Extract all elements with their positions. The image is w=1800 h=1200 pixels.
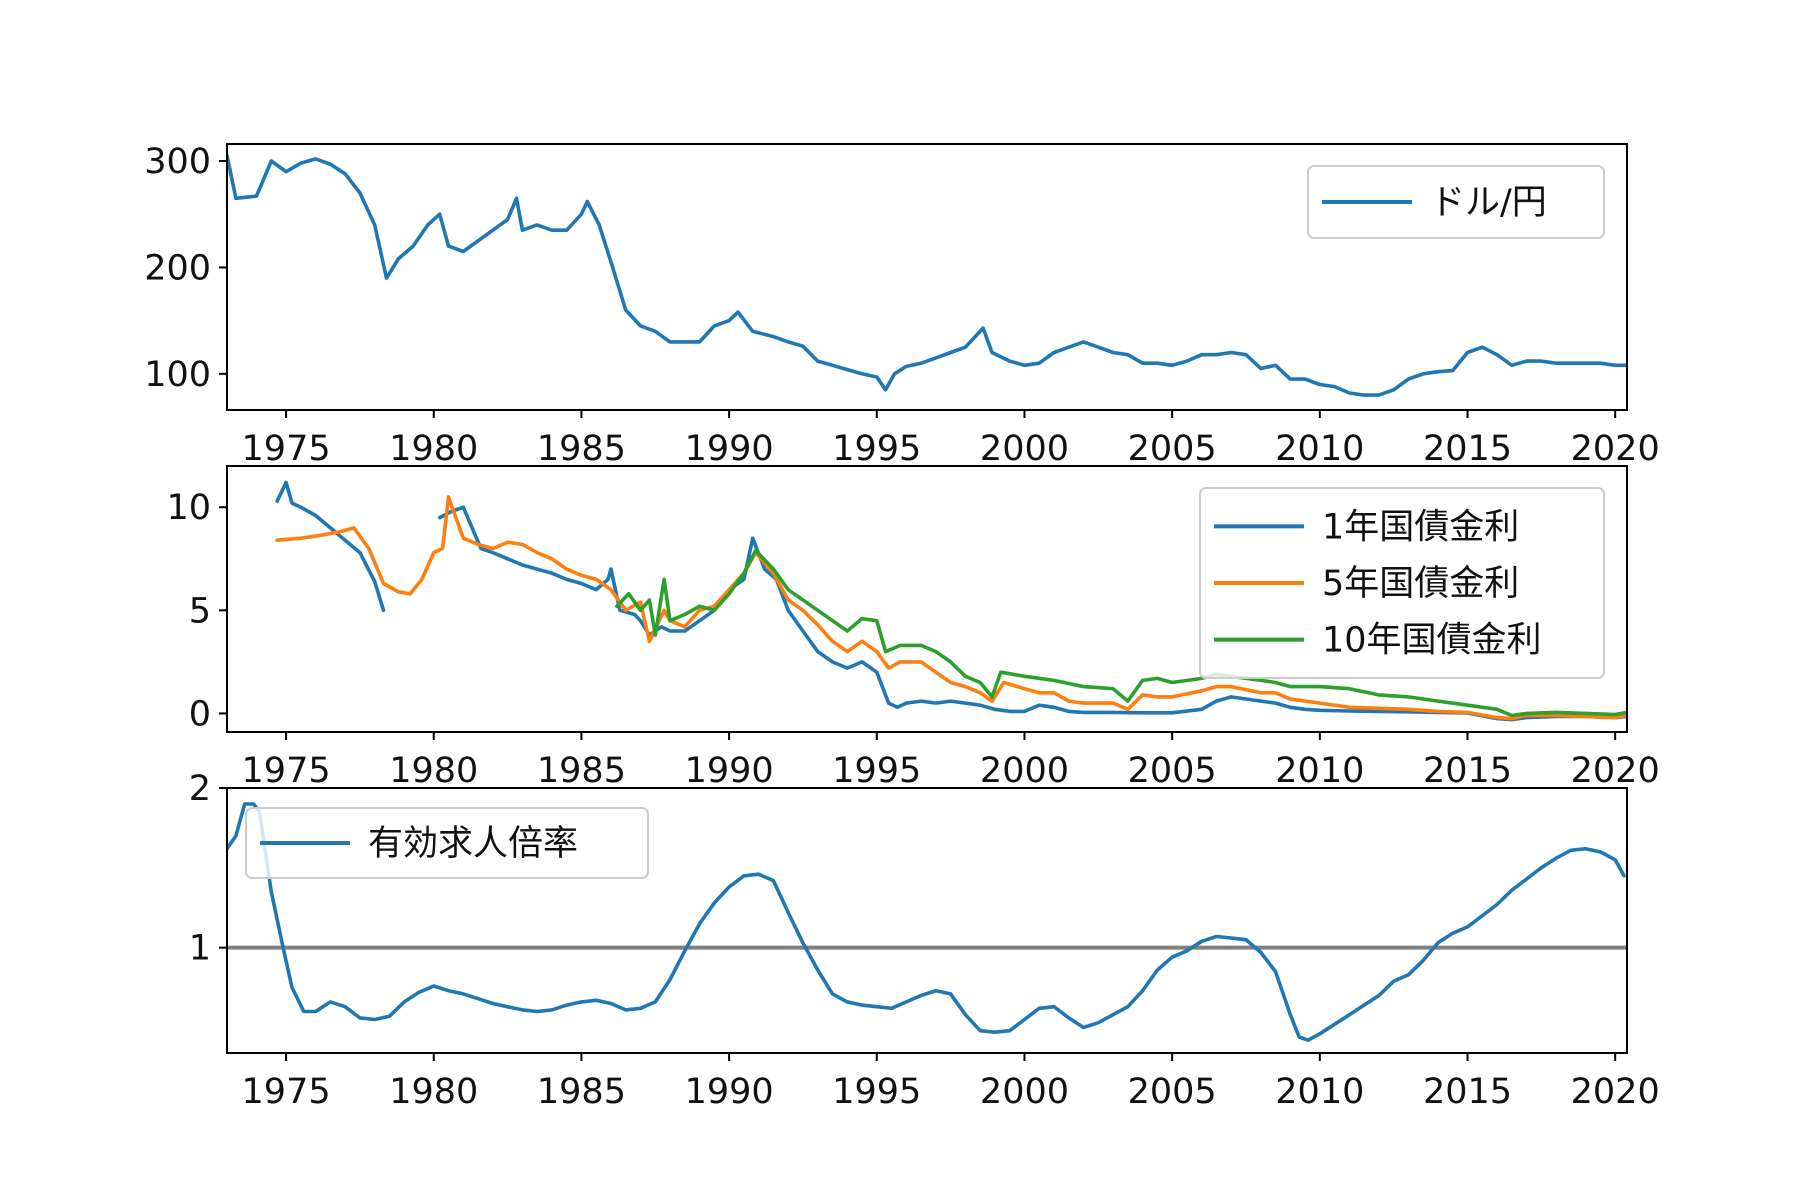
x-tick-label-middle-2015: 2015 xyxy=(1423,751,1512,791)
x-tick-label-bottom-1995: 1995 xyxy=(832,1072,921,1112)
x-tick-label-bottom-2015: 2015 xyxy=(1423,1072,1512,1112)
panel-middle: 1975 1980 1985 1990 1995 2000 2005 2010 2015 2020… xyxy=(166,465,1660,791)
y-tick-label-top-300: 300 xyxy=(144,142,211,182)
legend-box-middle xyxy=(1199,487,1605,679)
plot-area-bottom xyxy=(227,802,1626,1042)
x-tick-label-top-1980: 1980 xyxy=(389,429,478,469)
y-tick-label-top-100: 100 xyxy=(144,355,211,395)
y-tick-label-middle-0: 0 xyxy=(189,694,211,734)
panels: 1975 1980 1985 1990 1995 2000 2005 2010 2015 2020… xyxy=(144,142,1660,1112)
y-tick-label-bottom-2: 2 xyxy=(189,769,211,809)
series-line-middle-1 xyxy=(275,495,1627,721)
series-line-top-0 xyxy=(227,153,1627,397)
x-tick-label-top-1985: 1985 xyxy=(537,429,626,469)
plot-area-middle xyxy=(275,480,1627,722)
y-tick-label-middle-10: 10 xyxy=(166,488,211,528)
legend-label-top-0: ドル/円 xyxy=(1430,183,1547,223)
x-tick-label-bottom-2010: 2010 xyxy=(1275,1072,1364,1112)
legend-bottom: 有効求人倍率 xyxy=(245,807,649,879)
legend-label-middle-1: 5年国債金利 xyxy=(1322,564,1519,604)
x-tick-label-middle-2005: 2005 xyxy=(1128,751,1217,791)
x-tick-label-top-1975: 1975 xyxy=(242,429,331,469)
x-tick-label-top-2005: 2005 xyxy=(1128,429,1217,469)
x-tick-label-middle-1975: 1975 xyxy=(242,751,331,791)
y-tick-label-bottom-1: 1 xyxy=(189,929,211,969)
series-line-middle-0 xyxy=(275,480,386,613)
x-tick-label-bottom-1985: 1985 xyxy=(537,1072,626,1112)
panel-bottom: 1975 1980 1985 1990 1995 2000 2005 2010 2015 2020… xyxy=(189,769,1660,1112)
x-tick-label-bottom-2005: 2005 xyxy=(1128,1072,1217,1112)
series-line-middle-2 xyxy=(615,548,1627,718)
legend-label-middle-0: 1年国債金利 xyxy=(1322,507,1519,547)
x-tick-label-middle-2010: 2010 xyxy=(1275,751,1364,791)
series-line-bottom-0 xyxy=(227,802,1626,1042)
x-tick-label-middle-1980: 1980 xyxy=(389,751,478,791)
x-tick-label-middle-1985: 1985 xyxy=(537,751,626,791)
axes-frame-top xyxy=(226,143,1628,411)
x-tick-label-bottom-2000: 2000 xyxy=(980,1072,1069,1112)
x-tick-label-top-2015: 2015 xyxy=(1423,429,1512,469)
series-line-middle-0-segment-1 xyxy=(437,505,1627,722)
legend-box-bottom xyxy=(245,807,649,879)
panel-top: 1975 1980 1985 1990 1995 2000 2005 2010 2015 2020… xyxy=(144,142,1660,469)
x-tick-label-middle-2000: 2000 xyxy=(980,751,1069,791)
legend-middle: 1年国債金利 5年国債金利 10年国債金利 xyxy=(1199,487,1605,679)
x-tick-label-bottom-1975: 1975 xyxy=(242,1072,331,1112)
x-tick-label-middle-2020: 2020 xyxy=(1571,751,1660,791)
axes-frame-bottom xyxy=(226,787,1628,1054)
y-tick-label-middle-5: 5 xyxy=(189,591,211,631)
legend-label-middle-2: 10年国債金利 xyxy=(1322,621,1542,661)
x-tick-label-top-1995: 1995 xyxy=(832,429,921,469)
x-tick-label-bottom-1980: 1980 xyxy=(389,1072,478,1112)
x-tick-label-bottom-1990: 1990 xyxy=(685,1072,774,1112)
y-tick-label-top-200: 200 xyxy=(144,248,211,288)
x-tick-label-top-2000: 2000 xyxy=(980,429,1069,469)
x-tick-label-bottom-2020: 2020 xyxy=(1571,1072,1660,1112)
plot-area-top xyxy=(227,153,1627,397)
x-tick-label-top-1990: 1990 xyxy=(685,429,774,469)
axes-frame-middle xyxy=(226,465,1628,733)
legend-box-top xyxy=(1307,165,1605,239)
x-tick-label-top-2010: 2010 xyxy=(1275,429,1364,469)
legend-label-bottom-0: 有効求人倍率 xyxy=(368,824,578,864)
x-tick-label-middle-1995: 1995 xyxy=(832,751,921,791)
x-tick-label-middle-1990: 1990 xyxy=(685,751,774,791)
x-tick-label-top-2020: 2020 xyxy=(1571,429,1660,469)
legend-top: ドル/円 xyxy=(1307,165,1605,239)
